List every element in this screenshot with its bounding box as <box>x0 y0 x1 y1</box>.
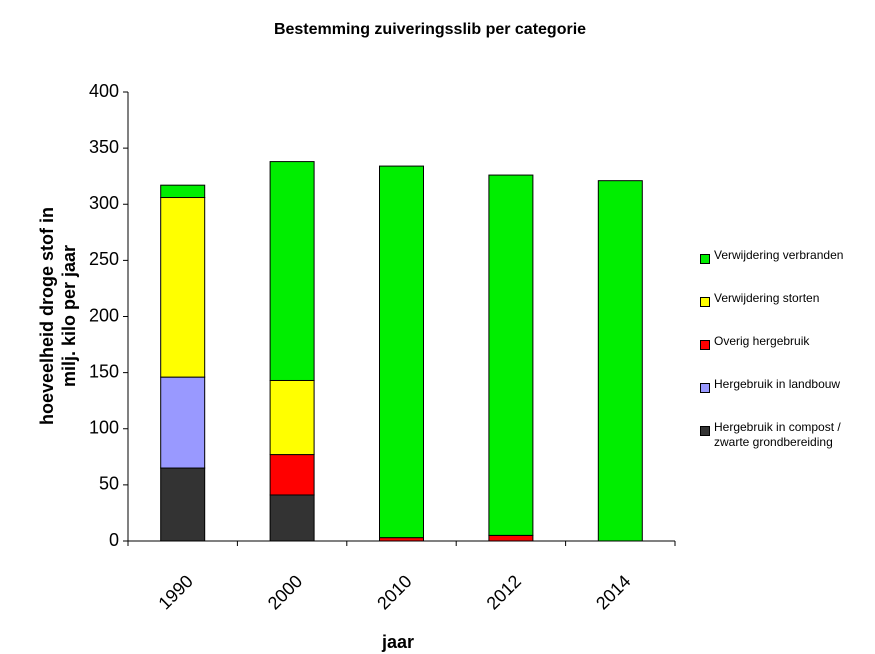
bar-segment <box>379 537 424 542</box>
legend-label: Hergebruik in compost / zwarte grondbere… <box>714 420 841 449</box>
y-tick-label: 50 <box>99 474 119 494</box>
y-tick-label: 350 <box>89 137 119 157</box>
x-tick-label: 1990 <box>154 571 196 613</box>
y-tick-label: 400 <box>89 81 119 101</box>
bar-segment <box>488 534 534 542</box>
y-tick-label: 150 <box>89 361 119 381</box>
bar-segment <box>488 174 534 536</box>
bar-segment <box>160 184 206 199</box>
legend-label: Verwijdering storten <box>714 291 820 305</box>
x-tick-label: 2014 <box>592 571 634 613</box>
bar-segment <box>269 161 315 381</box>
y-tick-label: 200 <box>89 305 119 325</box>
chart-title: Bestemming zuiveringsslib per categorie <box>274 21 586 38</box>
y-axis-label: hoeveelheid droge stof in milj. kilo per… <box>37 206 79 426</box>
bar-segment <box>379 165 424 539</box>
x-tick-label: 2012 <box>483 571 525 613</box>
x-tick-label: 2010 <box>373 571 415 613</box>
legend-label: Hergebruik in landbouw <box>714 377 841 391</box>
bar-segment <box>269 379 315 456</box>
y-tick-label: 100 <box>89 418 119 438</box>
bar-segment <box>160 197 206 378</box>
y-tick-label: 250 <box>89 249 119 269</box>
legend-label: Verwijdering verbranden <box>714 248 844 262</box>
bar-segment <box>269 454 315 496</box>
legend-swatch <box>700 340 710 350</box>
y-tick-label: 0 <box>109 530 119 550</box>
bar-segment <box>160 467 206 542</box>
legend-swatch <box>700 297 710 307</box>
y-tick-label: 300 <box>89 193 119 213</box>
legend-swatch <box>700 254 710 264</box>
legend-label: Overig hergebruik <box>714 334 810 348</box>
bar-segment <box>269 494 315 542</box>
legend-swatch <box>700 426 710 436</box>
bar-segment <box>160 376 206 469</box>
legend-swatch <box>700 383 710 393</box>
x-axis-label: jaar <box>381 632 414 652</box>
x-tick-label: 2000 <box>264 571 306 613</box>
bar-segment <box>597 180 643 542</box>
